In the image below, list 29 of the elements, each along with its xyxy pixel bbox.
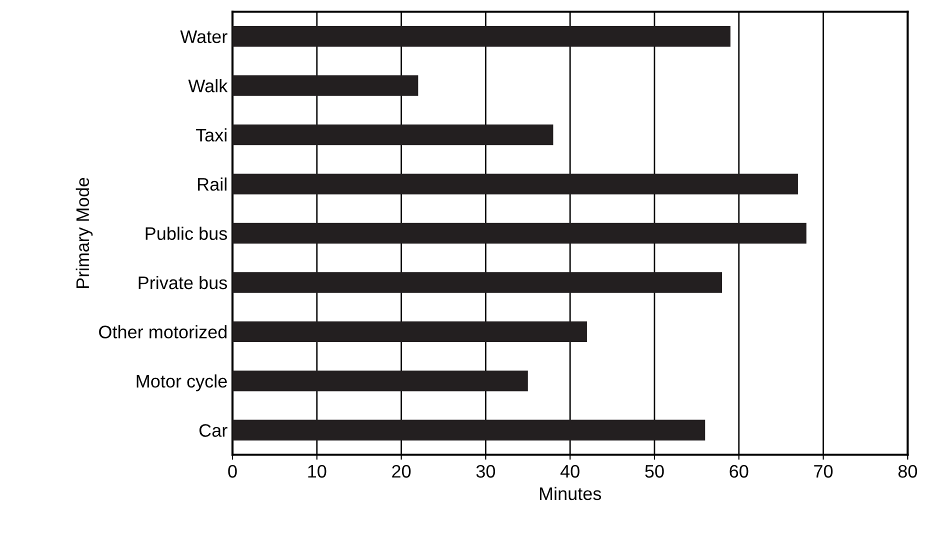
x-tick-label: 20 (392, 464, 411, 478)
y-tick-label: Rail (198, 178, 226, 191)
x-tick-label: 10 (308, 464, 326, 478)
bar (232, 26, 730, 47)
x-tick-label: 0 (228, 464, 237, 478)
y-tick-label: Public bus (146, 226, 227, 240)
x-tick-label: 50 (645, 464, 664, 478)
y-tick-label: Car (199, 424, 228, 437)
x-tick-label: 80 (898, 464, 918, 478)
bar (232, 75, 418, 96)
y-tick-label: Water (180, 30, 228, 44)
x-tick-label: 40 (560, 464, 580, 478)
bar (232, 174, 798, 194)
bar (232, 370, 528, 392)
x-axis-title: Minutes (540, 486, 602, 500)
x-tick-label: 70 (814, 464, 833, 478)
x-tick-label: 30 (476, 464, 496, 478)
y-axis-title: Primary Mode (76, 178, 93, 288)
bar (232, 124, 554, 146)
bar (232, 222, 806, 244)
y-tick-label: Motor cycle (136, 374, 227, 392)
bar (232, 420, 706, 440)
y-tick-label: Taxi (196, 128, 226, 142)
x-tick-label: 60 (730, 464, 748, 478)
y-tick-label: Other motorized (99, 325, 226, 338)
bar (232, 272, 722, 293)
y-tick-label: Walk (188, 79, 228, 92)
y-tick-label: Private bus (138, 276, 227, 290)
bar (232, 321, 587, 342)
